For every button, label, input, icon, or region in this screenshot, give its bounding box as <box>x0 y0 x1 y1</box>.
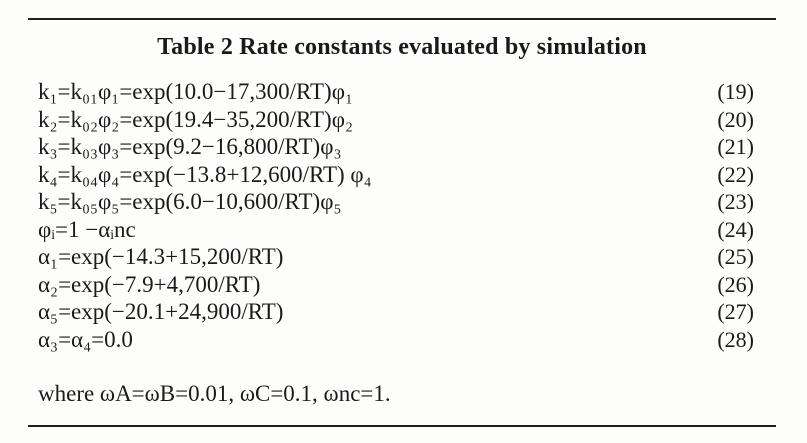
equation-row: k₂=k₀₂φ₂=exp(19.4−35,200/RT)φ₂ (20) <box>38 106 754 134</box>
equation-text: k₁=k₀₁φ₁=exp(10.0−17,300/RT)φ₁ <box>38 79 353 104</box>
equation-row: α₅=exp(−20.1+24,900/RT) (27) <box>38 298 754 326</box>
equation-row: α₃=α₄=0.0 (28) <box>38 326 754 354</box>
equation-row: k₃=k₀₃φ₃=exp(9.2−16,800/RT)φ₃ (21) <box>38 133 754 161</box>
equation-number: (24) <box>717 216 754 242</box>
equation-text: α₁=exp(−14.3+15,200/RT) <box>38 244 284 269</box>
bottom-rule <box>28 425 776 427</box>
equation-number: (25) <box>717 244 754 269</box>
equation-row: α₂=exp(−7.9+4,700/RT) (26) <box>38 271 754 299</box>
equation-text: k₂=k₀₂φ₂=exp(19.4−35,200/RT)φ₂ <box>38 106 353 132</box>
equation-row: φᵢ=1 −αᵢnc (24) <box>38 216 754 244</box>
equation-row: k₄=k₀₄φ₄=exp(−13.8+12,600/RT) φ₄ (22) <box>38 161 754 189</box>
equation-list: k₁=k₀₁φ₁=exp(10.0−17,300/RT)φ₁ (19) k₂=k… <box>38 78 754 353</box>
equation-number: (27) <box>717 299 754 324</box>
equation-number: (20) <box>717 106 754 132</box>
equation-text: α₃=α₄=0.0 <box>38 326 133 352</box>
equation-text: k₄=k₀₄φ₄=exp(−13.8+12,600/RT) φ₄ <box>38 161 372 187</box>
equation-number: (22) <box>717 161 754 187</box>
equation-number: (19) <box>717 79 754 104</box>
equation-number: (23) <box>717 189 754 214</box>
top-rule <box>28 18 776 20</box>
equation-text: α₅=exp(−20.1+24,900/RT) <box>38 299 284 324</box>
equation-row: α₁=exp(−14.3+15,200/RT) (25) <box>38 243 754 271</box>
equation-text: k₃=k₀₃φ₃=exp(9.2−16,800/RT)φ₃ <box>38 134 342 159</box>
table-title: Table 2 Rate constants evaluated by simu… <box>157 34 647 60</box>
equation-text: α₂=exp(−7.9+4,700/RT) <box>38 271 261 297</box>
equation-number: (21) <box>717 134 754 159</box>
table-footnote: where ωA=ωB=0.01, ωC=0.1, ωnc=1. <box>38 381 391 406</box>
equation-row: k₁=k₀₁φ₁=exp(10.0−17,300/RT)φ₁ (19) <box>38 78 754 106</box>
equation-text: k₅=k₀₅φ₅=exp(6.0−10,600/RT)φ₅ <box>38 189 342 214</box>
equation-text: φᵢ=1 −αᵢnc <box>38 216 136 242</box>
equation-number: (26) <box>717 271 754 297</box>
equation-number: (28) <box>717 326 754 352</box>
equation-row: k₅=k₀₅φ₅=exp(6.0−10,600/RT)φ₅ (23) <box>38 188 754 216</box>
